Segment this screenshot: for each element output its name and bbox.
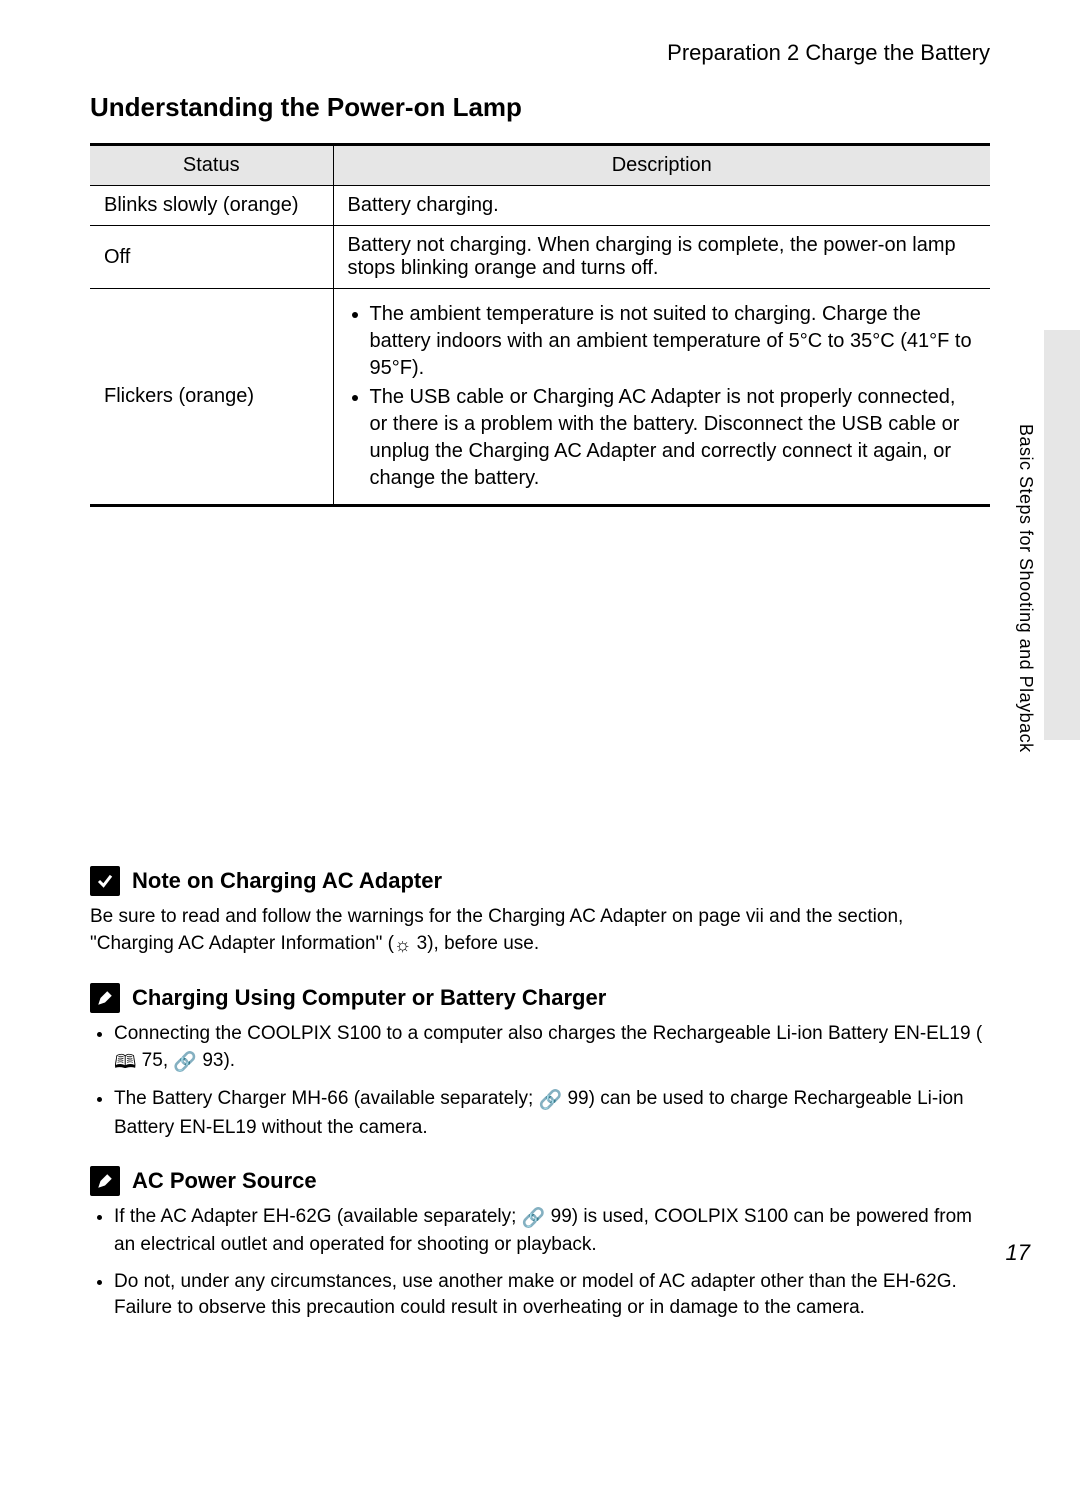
table-row: Off Battery not charging. When charging … [90,226,990,289]
book-icon: 🕮 [114,1050,136,1077]
manual-page: Preparation 2 Charge the Battery Underst… [0,0,1080,1486]
cell-desc: The ambient temperature is not suited to… [333,289,990,506]
note-body: Connecting the COOLPIX S100 to a compute… [90,1021,990,1141]
bullet: If the AC Adapter EH-62G (available sepa… [114,1204,990,1259]
note-body: Be sure to read and follow the warnings … [90,904,990,959]
note-title: AC Power Source [132,1168,317,1194]
pencil-icon [90,983,120,1013]
thumb-tab [1044,330,1080,740]
text: 75, [136,1050,173,1071]
cell-desc: Battery not charging. When charging is c… [333,226,990,289]
bullet: Connecting the COOLPIX S100 to a compute… [114,1021,990,1076]
notes-block: Note on Charging AC Adapter Be sure to r… [90,866,990,1346]
cell-status: Blinks slowly (orange) [90,186,333,226]
text: If the AC Adapter EH-62G (available sepa… [114,1206,522,1227]
side-section-label: Basic Steps for Shooting and Playback [1015,424,1036,753]
reference-link-icon: 🔗 [173,1050,197,1077]
sun-icon: ☼ [394,933,411,960]
table-row: Blinks slowly (orange) Battery charging. [90,186,990,226]
text: The Battery Charger MH-66 (available sep… [114,1088,539,1109]
cell-status: Flickers (orange) [90,289,333,506]
power-on-lamp-table: Status Description Blinks slowly (orange… [90,143,990,507]
col-status: Status [90,145,333,186]
text: 93). [197,1050,235,1071]
bullet: The ambient temperature is not suited to… [370,301,977,382]
text: Connecting the COOLPIX S100 to a compute… [114,1023,982,1044]
reference-link-icon: 🔗 [522,1206,546,1233]
check-icon [90,866,120,896]
section-title: Understanding the Power-on Lamp [90,92,990,123]
pencil-icon [90,1166,120,1196]
bullet: The USB cable or Charging AC Adapter is … [370,384,977,492]
bullet: The Battery Charger MH-66 (available sep… [114,1086,990,1141]
page-number: 17 [1006,1240,1030,1266]
reference-link-icon: 🔗 [539,1088,563,1115]
note-heading: Charging Using Computer or Battery Charg… [90,983,990,1013]
note-title: Charging Using Computer or Battery Charg… [132,985,606,1011]
table-row: Flickers (orange) The ambient temperatur… [90,289,990,506]
text: 3), before use. [411,933,539,954]
col-description: Description [333,145,990,186]
note-body: If the AC Adapter EH-62G (available sepa… [90,1204,990,1322]
note-heading: Note on Charging AC Adapter [90,866,990,896]
note-heading: AC Power Source [90,1166,990,1196]
cell-desc: Battery charging. [333,186,990,226]
bullet: Do not, under any circumstances, use ano… [114,1269,990,1322]
chapter-header: Preparation 2 Charge the Battery [90,40,990,66]
cell-status: Off [90,226,333,289]
note-title: Note on Charging AC Adapter [132,868,442,894]
